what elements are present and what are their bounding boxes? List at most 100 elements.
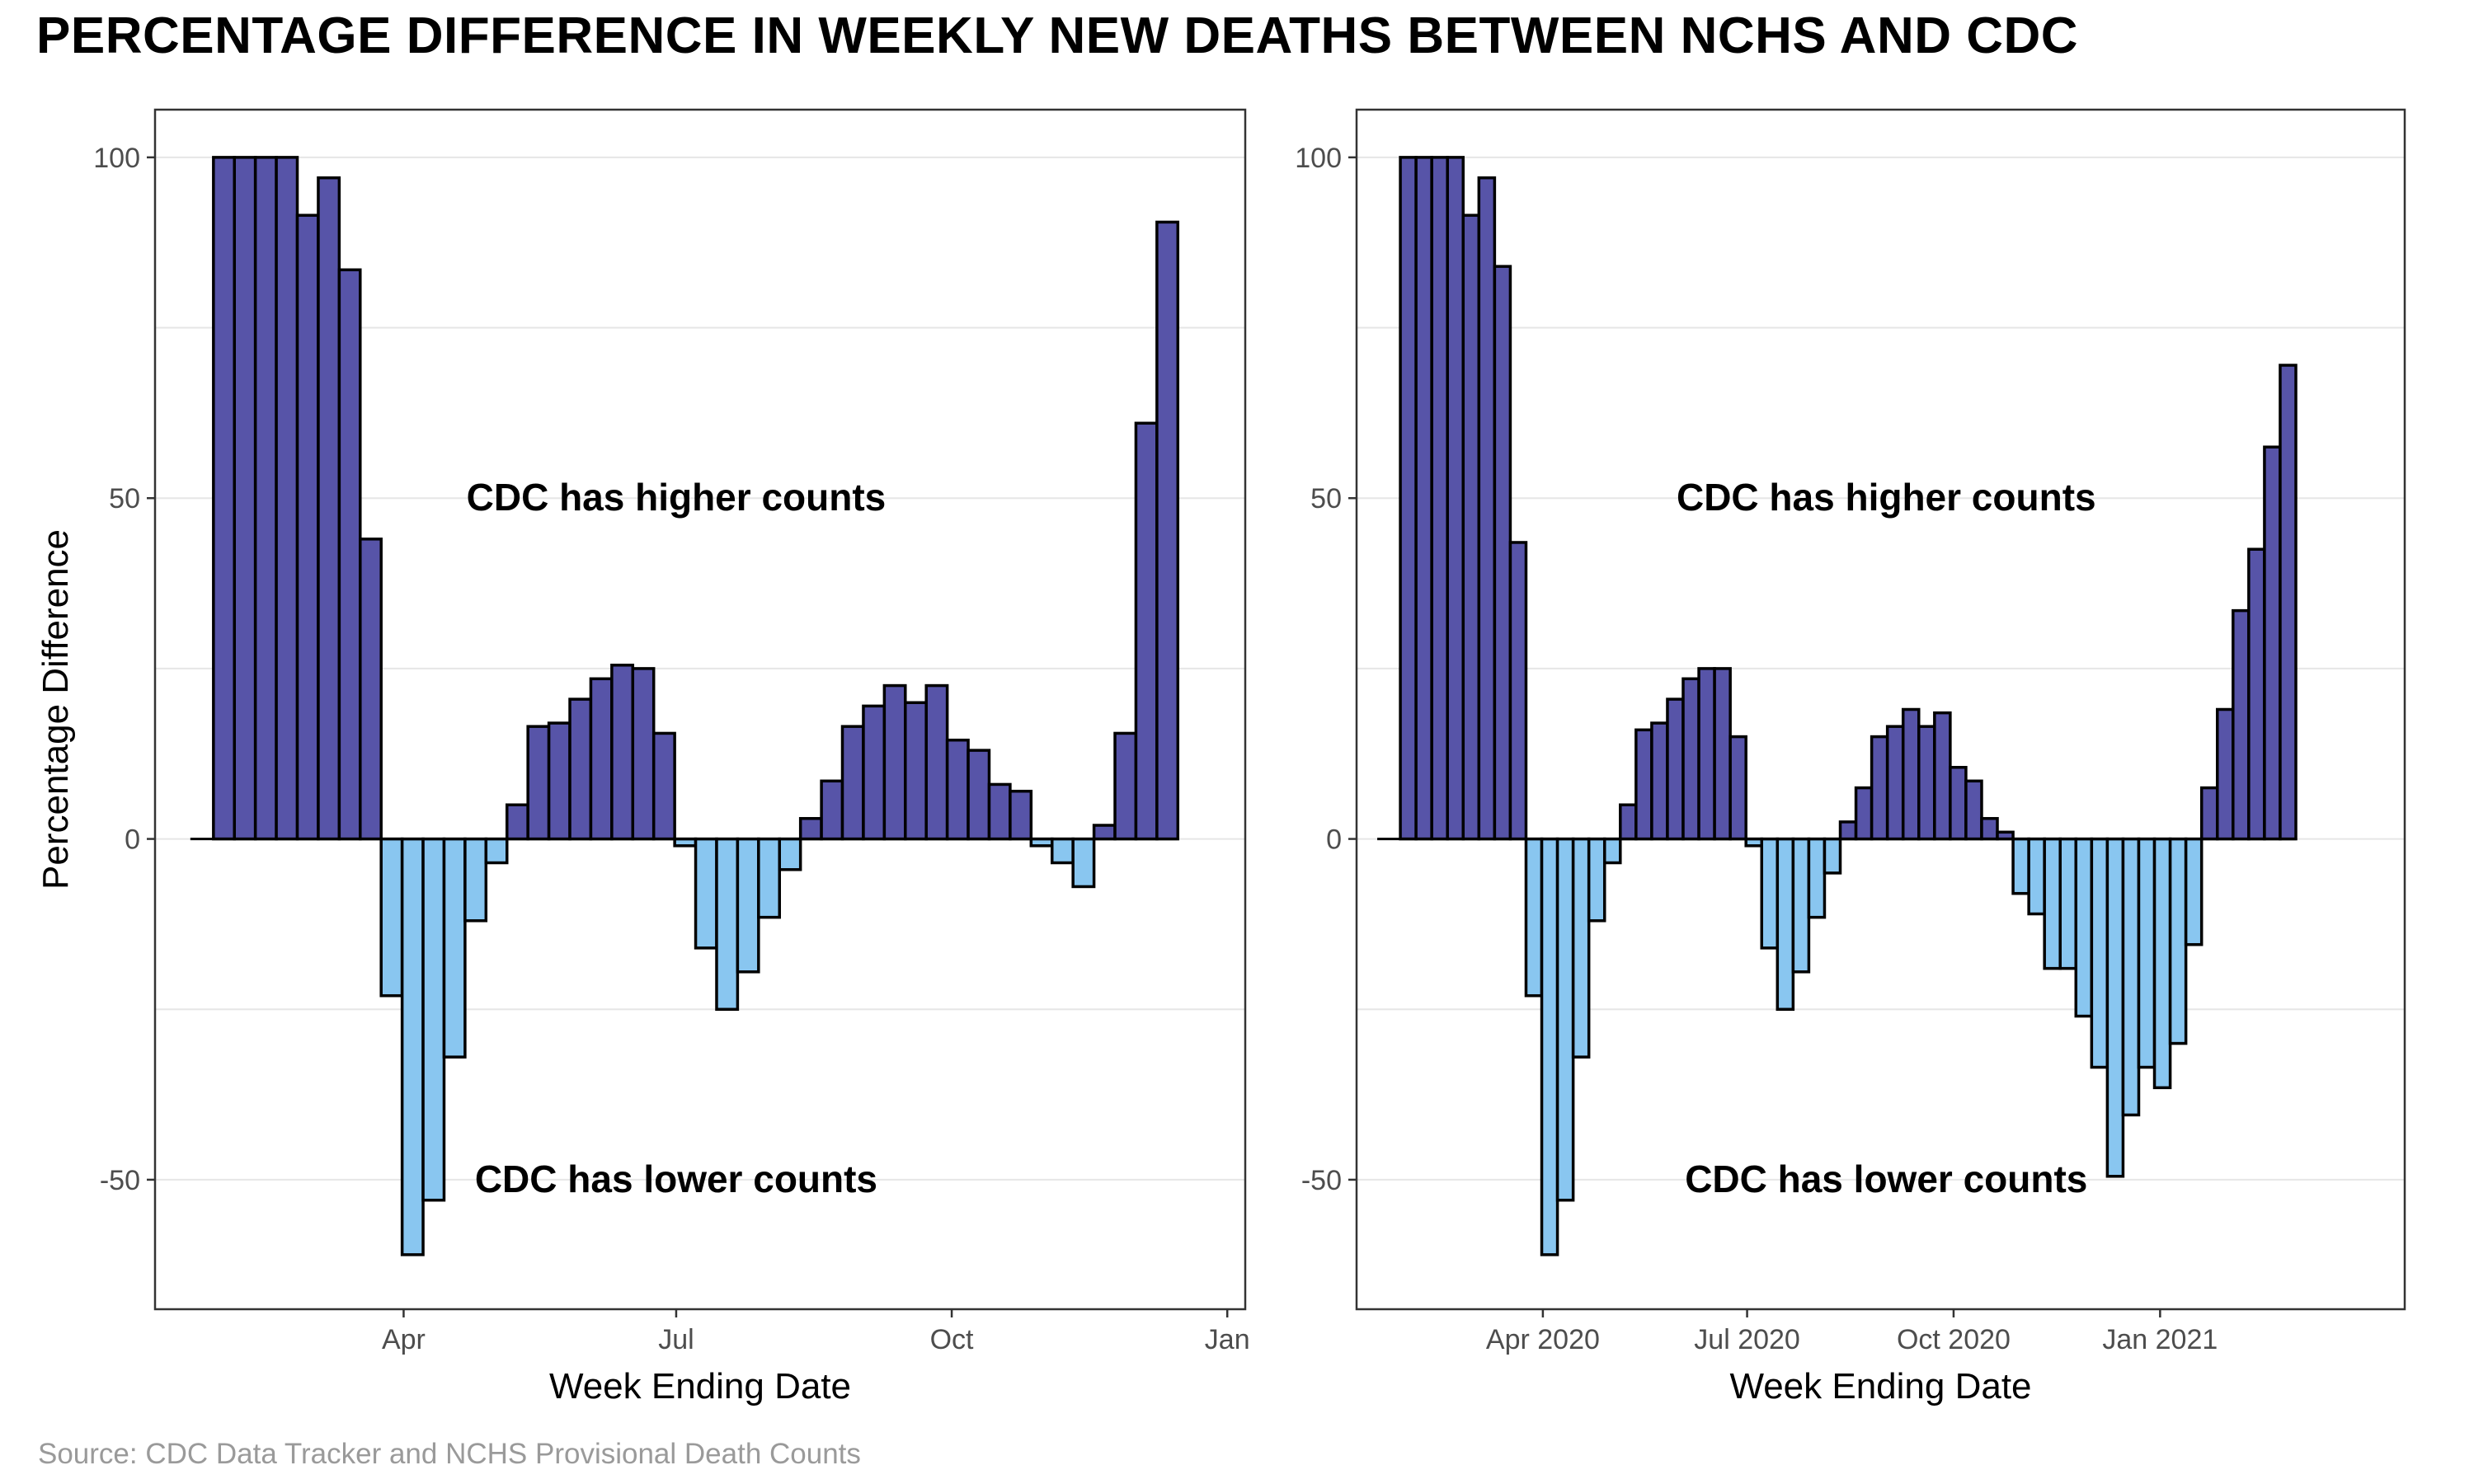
bar [1399,156,1418,841]
bar [862,704,887,841]
bar [2184,837,2204,946]
bar [589,677,614,841]
bar [1092,824,1117,841]
plot-border [1355,108,2406,1311]
bar [2011,837,2030,895]
source-note: Source: CDC Data Tracker and NCHS Provis… [38,1438,861,1470]
bar [1666,697,1685,841]
bar [484,837,509,865]
bar [1414,156,1433,841]
x-tick-label: Oct 2020 [1897,1324,2011,1355]
bar [463,837,488,923]
bar [945,738,970,841]
bar [904,701,928,841]
bar [1807,837,1827,919]
y-tick-label: -50 [100,1165,140,1196]
bar [2121,837,2141,1117]
bar [1587,837,1606,923]
bar [1113,731,1138,841]
bar [1901,707,1921,841]
bar [924,683,949,841]
bar [1760,837,1780,950]
bar [1155,220,1180,841]
annotation-label: CDC has higher counts [467,476,887,519]
bar [1854,786,1874,841]
bar [2090,837,2109,1069]
bar [631,667,656,841]
x-axis-label: Week Ending Date [1729,1366,2031,1407]
left-chart-panel: -50 0 50 100 Apr Jul Oct Jan Week Ending Date Per… [35,108,1250,1407]
bar [1602,837,1622,865]
bar [212,156,236,841]
bar [987,782,1012,841]
bar [1493,265,1512,841]
bar [1791,837,1811,974]
right-chart-panel: -50 0 50 100 Apr 2020 Jul 2020 Oct 2020 Jan 202… [1295,108,2406,1407]
bar [442,837,467,1059]
bar [2168,837,2188,1045]
bar [2279,364,2298,841]
bar [694,837,718,950]
bar [421,837,446,1202]
bar [317,176,341,841]
bar [2137,837,2157,1069]
bar [882,683,907,841]
bar [2027,837,2046,916]
x-tick-label: Jul 2020 [1694,1324,1800,1355]
y-tick-label: 50 [1310,483,1342,514]
x-tick-label: Jan [1205,1324,1250,1355]
bar [610,664,635,841]
bar [1524,837,1544,998]
bar [400,837,425,1256]
bar [547,721,571,841]
bar [1697,667,1716,841]
x-tick-label: Apr [382,1324,426,1355]
bar [2152,837,2172,1090]
x-tick-label: Apr 2020 [1486,1324,1600,1355]
bar [337,268,362,841]
y-axis-label: Percentage Difference [35,529,76,890]
bar [1729,735,1747,841]
bar [526,725,551,841]
bar [2074,837,2094,1018]
y-tick-label: 0 [1326,824,1342,856]
x-tick-label: Jul [658,1324,694,1355]
x-tick-label: Jan 2021 [2102,1324,2218,1355]
bar [820,779,844,841]
bar [1009,789,1033,841]
x-axis-label: Week Ending Date [549,1366,851,1407]
bar [1933,711,1952,841]
bar [757,837,781,919]
y-tick-label: 100 [1295,143,1342,174]
bar [1540,837,1559,1256]
bar [1838,820,1858,841]
bar [1430,156,1449,841]
bar [715,837,740,1011]
bar [1917,725,1936,841]
bar [2199,786,2219,841]
bar [2247,547,2266,841]
bar [1949,766,1968,841]
bar [275,156,299,841]
bar [1071,837,1096,889]
annotation-label: CDC has lower counts [475,1158,877,1200]
bar [736,837,760,974]
bar [1571,837,1591,1059]
bar [1134,421,1159,841]
x-tick-label: Oct [930,1324,974,1355]
bar [778,837,802,871]
bar [1713,667,1732,841]
bar [2263,445,2282,841]
bar [1477,176,1497,841]
y-tick-label: -50 [1301,1165,1342,1196]
bar [2043,837,2062,970]
bar [2105,837,2125,1178]
bar [1508,541,1528,841]
plot-border [153,108,1247,1311]
annotation-label: CDC has higher counts [1677,476,2096,519]
bar [840,725,865,841]
bar [505,803,529,841]
bar [1870,735,1889,841]
bar [253,156,278,841]
